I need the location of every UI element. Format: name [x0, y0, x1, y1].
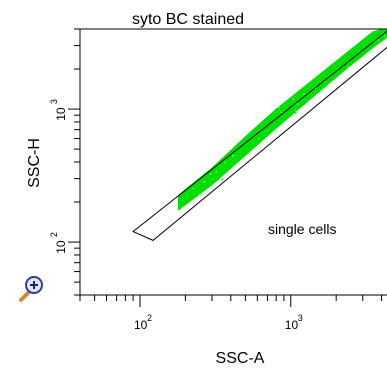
- event-point: [221, 178, 223, 181]
- x-tick-label-exponent: 2: [147, 313, 152, 323]
- event-point: [280, 111, 283, 114]
- event-point: [314, 87, 316, 90]
- event-point: [350, 53, 352, 55]
- zoom-magnifier-icon[interactable]: [19, 276, 43, 302]
- event-point: [180, 203, 182, 205]
- event-point: [341, 57, 344, 59]
- event-point: [267, 118, 270, 120]
- event-point: [288, 105, 290, 107]
- event-point: [292, 98, 294, 100]
- event-point: [330, 78, 333, 80]
- data-layer: [132, 29, 387, 241]
- event-point: [215, 171, 217, 173]
- event-point: [203, 181, 206, 183]
- y-tick-label: 10: [54, 240, 68, 254]
- y-tick-label-exponent: 3: [49, 99, 59, 104]
- event-point: [210, 176, 212, 178]
- event-point: [348, 59, 351, 61]
- event-point: [323, 81, 326, 83]
- event-point: [192, 187, 194, 190]
- event-point: [303, 103, 305, 105]
- event-point: [294, 109, 297, 112]
- event-point: [217, 178, 219, 180]
- event-point: [199, 193, 201, 196]
- x-tick-label: 10: [134, 318, 148, 332]
- event-point: [368, 42, 371, 45]
- event-point: [237, 154, 239, 156]
- event-point: [224, 161, 227, 164]
- x-axis: 10 2 10 3: [79, 295, 383, 332]
- population-band: [177, 29, 387, 211]
- x-tick-label-exponent: 3: [298, 313, 303, 323]
- event-point: [280, 124, 283, 127]
- gate-polygon: [132, 30, 387, 241]
- event-point: [196, 193, 199, 195]
- event-point: [231, 150, 233, 152]
- event-point: [375, 34, 377, 36]
- event-point: [296, 103, 299, 105]
- event-point: [198, 193, 200, 196]
- event-point: [269, 121, 271, 123]
- y-axis: 10 2 10 3: [49, 28, 80, 296]
- event-point: [258, 138, 260, 140]
- event-point: [259, 138, 262, 141]
- event-point: [233, 157, 236, 159]
- event-point: [295, 112, 297, 114]
- event-point: [384, 34, 386, 37]
- event-point: [184, 199, 187, 201]
- event-point: [347, 66, 350, 68]
- event-point: [201, 184, 204, 186]
- event-point: [377, 39, 379, 41]
- event-point: [232, 154, 234, 157]
- event-point: [245, 139, 248, 141]
- x-tick-label: 10: [285, 318, 299, 332]
- event-point: [209, 173, 212, 176]
- y-tick-label: 10: [54, 107, 68, 121]
- event-point: [377, 34, 379, 36]
- y-tick-label-exponent: 2: [49, 232, 59, 237]
- event-point: [357, 48, 360, 50]
- event-point: [242, 151, 245, 153]
- event-point: [278, 106, 280, 109]
- x-axis-label: SSC-A: [216, 350, 265, 367]
- event-point: [385, 34, 387, 36]
- gate-label: single cells: [268, 221, 336, 237]
- event-point: [289, 114, 292, 117]
- event-point: [303, 93, 305, 95]
- chart-title: syto BC stained: [132, 11, 244, 28]
- y-axis-label: SSC-H: [26, 138, 43, 188]
